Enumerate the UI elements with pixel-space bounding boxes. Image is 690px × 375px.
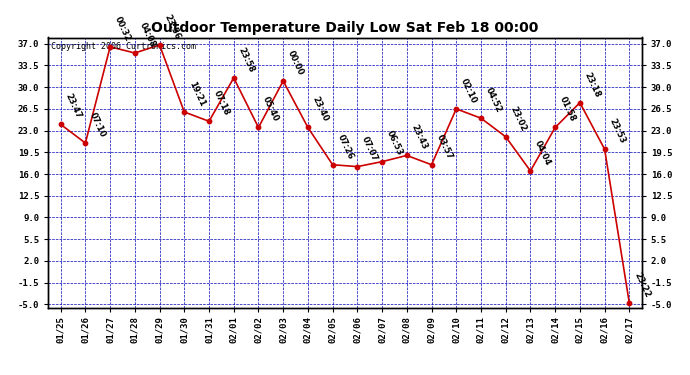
Point xyxy=(426,162,437,168)
Text: 07:10: 07:10 xyxy=(88,111,108,139)
Point xyxy=(327,162,338,168)
Point xyxy=(451,106,462,112)
Point xyxy=(574,100,585,106)
Text: 00:00: 00:00 xyxy=(286,49,305,77)
Point xyxy=(129,50,140,56)
Text: 23:40: 23:40 xyxy=(310,95,330,123)
Text: 05:40: 05:40 xyxy=(262,95,281,123)
Point xyxy=(228,75,239,81)
Title: Outdoor Temperature Daily Low Sat Feb 18 00:00: Outdoor Temperature Daily Low Sat Feb 18… xyxy=(151,21,539,35)
Text: 03:57: 03:57 xyxy=(434,133,453,160)
Point xyxy=(302,124,313,130)
Point xyxy=(525,168,536,174)
Text: 19:21: 19:21 xyxy=(187,80,206,108)
Point xyxy=(500,134,511,140)
Text: 04:08: 04:08 xyxy=(137,21,157,49)
Text: 06:53: 06:53 xyxy=(385,129,404,158)
Text: 07:26: 07:26 xyxy=(335,133,355,160)
Point xyxy=(352,164,363,170)
Point xyxy=(624,300,635,306)
Text: 02:10: 02:10 xyxy=(459,77,478,105)
Text: Copyright 2006 Curtronics.com: Copyright 2006 Curtronics.com xyxy=(51,42,196,51)
Point xyxy=(277,78,288,84)
Point xyxy=(80,140,91,146)
Text: 23:56: 23:56 xyxy=(162,13,181,41)
Text: 04:52: 04:52 xyxy=(484,86,503,114)
Point xyxy=(377,159,388,165)
Text: 23:18: 23:18 xyxy=(582,70,602,99)
Point xyxy=(154,42,165,48)
Text: 23:58: 23:58 xyxy=(237,46,256,74)
Text: 01:58: 01:58 xyxy=(558,95,578,123)
Point xyxy=(105,44,116,50)
Text: 23:53: 23:53 xyxy=(607,117,627,145)
Point xyxy=(204,118,215,124)
Point xyxy=(253,124,264,130)
Point xyxy=(550,124,561,130)
Point xyxy=(599,146,610,152)
Text: 07:18: 07:18 xyxy=(212,89,231,117)
Text: 23:47: 23:47 xyxy=(63,92,83,120)
Text: 23:02: 23:02 xyxy=(509,105,528,133)
Point xyxy=(402,152,413,158)
Point xyxy=(179,109,190,115)
Text: 23:43: 23:43 xyxy=(410,123,429,151)
Text: 04:04: 04:04 xyxy=(533,139,553,167)
Point xyxy=(475,115,486,121)
Text: 00:32: 00:32 xyxy=(113,15,132,43)
Text: 23:22: 23:22 xyxy=(632,271,651,299)
Text: 07:07: 07:07 xyxy=(360,135,380,162)
Point xyxy=(55,122,66,128)
